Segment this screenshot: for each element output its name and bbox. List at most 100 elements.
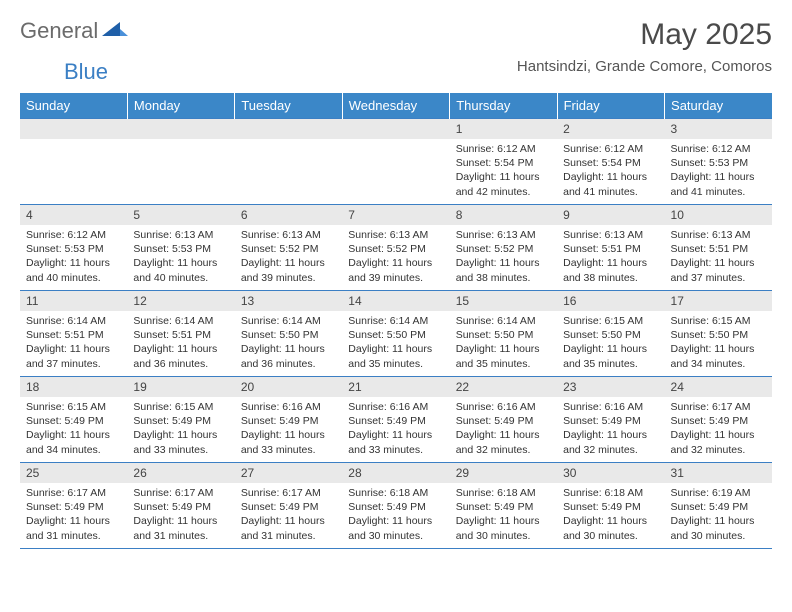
calendar-week-row: 18Sunrise: 6:15 AMSunset: 5:49 PMDayligh… <box>20 377 772 463</box>
day-number: 29 <box>450 463 557 483</box>
day-number: 30 <box>557 463 664 483</box>
calendar-cell: 13Sunrise: 6:14 AMSunset: 5:50 PMDayligh… <box>235 291 342 377</box>
calendar-week-row: 11Sunrise: 6:14 AMSunset: 5:51 PMDayligh… <box>20 291 772 377</box>
day-info: Sunrise: 6:17 AMSunset: 5:49 PMDaylight:… <box>20 483 127 547</box>
day-number: 20 <box>235 377 342 397</box>
day-number: 28 <box>342 463 449 483</box>
day-info: Sunrise: 6:16 AMSunset: 5:49 PMDaylight:… <box>342 397 449 461</box>
calendar-cell: 7Sunrise: 6:13 AMSunset: 5:52 PMDaylight… <box>342 205 449 291</box>
day-info: Sunrise: 6:14 AMSunset: 5:51 PMDaylight:… <box>20 311 127 375</box>
day-info: Sunrise: 6:14 AMSunset: 5:50 PMDaylight:… <box>450 311 557 375</box>
calendar-cell: 17Sunrise: 6:15 AMSunset: 5:50 PMDayligh… <box>665 291 772 377</box>
day-number: 7 <box>342 205 449 225</box>
day-number: 31 <box>665 463 772 483</box>
day-number: 8 <box>450 205 557 225</box>
day-info: Sunrise: 6:12 AMSunset: 5:53 PMDaylight:… <box>20 225 127 289</box>
day-info: Sunrise: 6:13 AMSunset: 5:52 PMDaylight:… <box>342 225 449 289</box>
day-info: Sunrise: 6:18 AMSunset: 5:49 PMDaylight:… <box>557 483 664 547</box>
calendar-cell: 8Sunrise: 6:13 AMSunset: 5:52 PMDaylight… <box>450 205 557 291</box>
calendar-cell: 18Sunrise: 6:15 AMSunset: 5:49 PMDayligh… <box>20 377 127 463</box>
calendar-week-row: 25Sunrise: 6:17 AMSunset: 5:49 PMDayligh… <box>20 463 772 549</box>
day-info: Sunrise: 6:13 AMSunset: 5:53 PMDaylight:… <box>127 225 234 289</box>
weekday-header: Monday <box>127 93 234 119</box>
day-number: 18 <box>20 377 127 397</box>
calendar-cell: 14Sunrise: 6:14 AMSunset: 5:50 PMDayligh… <box>342 291 449 377</box>
weekday-header: Tuesday <box>235 93 342 119</box>
day-info: Sunrise: 6:14 AMSunset: 5:51 PMDaylight:… <box>127 311 234 375</box>
calendar-cell: 10Sunrise: 6:13 AMSunset: 5:51 PMDayligh… <box>665 205 772 291</box>
day-info: Sunrise: 6:13 AMSunset: 5:51 PMDaylight:… <box>665 225 772 289</box>
calendar-cell: 6Sunrise: 6:13 AMSunset: 5:52 PMDaylight… <box>235 205 342 291</box>
day-number: 27 <box>235 463 342 483</box>
day-info: Sunrise: 6:13 AMSunset: 5:51 PMDaylight:… <box>557 225 664 289</box>
calendar-cell: 29Sunrise: 6:18 AMSunset: 5:49 PMDayligh… <box>450 463 557 549</box>
calendar-cell: 15Sunrise: 6:14 AMSunset: 5:50 PMDayligh… <box>450 291 557 377</box>
brand-word2: Blue <box>64 59 108 84</box>
day-number: 22 <box>450 377 557 397</box>
calendar-cell: 9Sunrise: 6:13 AMSunset: 5:51 PMDaylight… <box>557 205 664 291</box>
day-number: 12 <box>127 291 234 311</box>
calendar-cell: 1Sunrise: 6:12 AMSunset: 5:54 PMDaylight… <box>450 119 557 205</box>
day-info: Sunrise: 6:12 AMSunset: 5:54 PMDaylight:… <box>557 139 664 203</box>
day-number: 21 <box>342 377 449 397</box>
calendar-cell: 16Sunrise: 6:15 AMSunset: 5:50 PMDayligh… <box>557 291 664 377</box>
day-number: 24 <box>665 377 772 397</box>
calendar-cell: 21Sunrise: 6:16 AMSunset: 5:49 PMDayligh… <box>342 377 449 463</box>
weekday-header: Saturday <box>665 93 772 119</box>
day-info: Sunrise: 6:14 AMSunset: 5:50 PMDaylight:… <box>342 311 449 375</box>
day-info: Sunrise: 6:16 AMSunset: 5:49 PMDaylight:… <box>235 397 342 461</box>
calendar-cell: 11Sunrise: 6:14 AMSunset: 5:51 PMDayligh… <box>20 291 127 377</box>
day-info: Sunrise: 6:13 AMSunset: 5:52 PMDaylight:… <box>450 225 557 289</box>
calendar-cell: 30Sunrise: 6:18 AMSunset: 5:49 PMDayligh… <box>557 463 664 549</box>
day-number: 26 <box>127 463 234 483</box>
calendar-cell: 20Sunrise: 6:16 AMSunset: 5:49 PMDayligh… <box>235 377 342 463</box>
day-info: Sunrise: 6:15 AMSunset: 5:49 PMDaylight:… <box>127 397 234 461</box>
day-info: Sunrise: 6:12 AMSunset: 5:54 PMDaylight:… <box>450 139 557 203</box>
brand-word1: General <box>20 18 98 44</box>
calendar-cell: 2Sunrise: 6:12 AMSunset: 5:54 PMDaylight… <box>557 119 664 205</box>
day-info: Sunrise: 6:15 AMSunset: 5:50 PMDaylight:… <box>665 311 772 375</box>
calendar-cell: 27Sunrise: 6:17 AMSunset: 5:49 PMDayligh… <box>235 463 342 549</box>
calendar-cell: 23Sunrise: 6:16 AMSunset: 5:49 PMDayligh… <box>557 377 664 463</box>
day-info: Sunrise: 6:19 AMSunset: 5:49 PMDaylight:… <box>665 483 772 547</box>
day-info: Sunrise: 6:12 AMSunset: 5:53 PMDaylight:… <box>665 139 772 203</box>
calendar-table: Sunday Monday Tuesday Wednesday Thursday… <box>20 93 772 549</box>
calendar-cell: 19Sunrise: 6:15 AMSunset: 5:49 PMDayligh… <box>127 377 234 463</box>
day-info: Sunrise: 6:16 AMSunset: 5:49 PMDaylight:… <box>450 397 557 461</box>
day-number: 25 <box>20 463 127 483</box>
day-number: 9 <box>557 205 664 225</box>
day-info: Sunrise: 6:18 AMSunset: 5:49 PMDaylight:… <box>450 483 557 547</box>
day-info: Sunrise: 6:15 AMSunset: 5:49 PMDaylight:… <box>20 397 127 461</box>
day-info: Sunrise: 6:17 AMSunset: 5:49 PMDaylight:… <box>127 483 234 547</box>
day-number: 17 <box>665 291 772 311</box>
day-info: Sunrise: 6:15 AMSunset: 5:50 PMDaylight:… <box>557 311 664 375</box>
day-number-empty <box>20 119 127 139</box>
day-number: 3 <box>665 119 772 139</box>
day-number: 6 <box>235 205 342 225</box>
day-number: 16 <box>557 291 664 311</box>
day-info: Sunrise: 6:17 AMSunset: 5:49 PMDaylight:… <box>235 483 342 547</box>
weekday-header-row: Sunday Monday Tuesday Wednesday Thursday… <box>20 93 772 119</box>
day-info: Sunrise: 6:18 AMSunset: 5:49 PMDaylight:… <box>342 483 449 547</box>
day-number: 11 <box>20 291 127 311</box>
weekday-header: Thursday <box>450 93 557 119</box>
day-number: 10 <box>665 205 772 225</box>
day-number-empty <box>127 119 234 139</box>
calendar-cell: 24Sunrise: 6:17 AMSunset: 5:49 PMDayligh… <box>665 377 772 463</box>
day-info: Sunrise: 6:16 AMSunset: 5:49 PMDaylight:… <box>557 397 664 461</box>
day-number: 2 <box>557 119 664 139</box>
calendar-week-row: 1Sunrise: 6:12 AMSunset: 5:54 PMDaylight… <box>20 119 772 205</box>
calendar-cell: 25Sunrise: 6:17 AMSunset: 5:49 PMDayligh… <box>20 463 127 549</box>
weekday-header: Sunday <box>20 93 127 119</box>
calendar-week-row: 4Sunrise: 6:12 AMSunset: 5:53 PMDaylight… <box>20 205 772 291</box>
day-info: Sunrise: 6:13 AMSunset: 5:52 PMDaylight:… <box>235 225 342 289</box>
calendar-cell <box>235 119 342 205</box>
day-number-empty <box>235 119 342 139</box>
weekday-header: Wednesday <box>342 93 449 119</box>
day-number: 5 <box>127 205 234 225</box>
month-title: May 2025 <box>517 18 772 52</box>
weekday-header: Friday <box>557 93 664 119</box>
day-number: 19 <box>127 377 234 397</box>
calendar-cell: 3Sunrise: 6:12 AMSunset: 5:53 PMDaylight… <box>665 119 772 205</box>
calendar-cell: 4Sunrise: 6:12 AMSunset: 5:53 PMDaylight… <box>20 205 127 291</box>
